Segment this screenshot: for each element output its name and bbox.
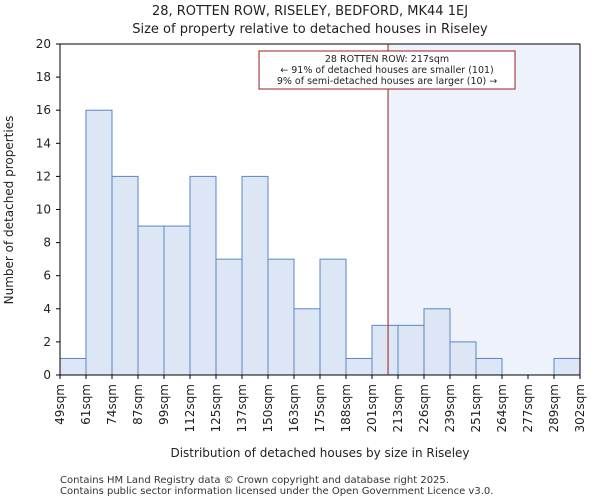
footer-line-2: Contains public sector information licen… bbox=[60, 486, 493, 497]
x-tick-label-302sqm: 302sqm bbox=[573, 384, 587, 432]
y-tick-label-4: 4 bbox=[43, 302, 51, 316]
bar-163sqm bbox=[293, 308, 321, 376]
x-tick-label-201sqm: 201sqm bbox=[365, 384, 379, 432]
bar-239sqm bbox=[449, 341, 477, 376]
bar-289sqm bbox=[553, 357, 581, 376]
bar-99sqm bbox=[163, 225, 191, 376]
larger-region-highlight bbox=[388, 44, 580, 375]
bar-251sqm bbox=[475, 357, 503, 376]
x-tick-label-213sqm: 213sqm bbox=[391, 384, 405, 432]
x-tick-label-74sqm: 74sqm bbox=[105, 384, 119, 425]
x-tick-label-150sqm: 150sqm bbox=[261, 384, 275, 432]
bar-213sqm bbox=[397, 324, 425, 376]
plot-area: 0 2 4 6 8 10 12 14 16 18 20 49sqm 61sqm 74sqm 87sqm 99s… bbox=[36, 37, 587, 432]
y-tick-label-10: 10 bbox=[36, 203, 51, 217]
y-tick-label-18: 18 bbox=[36, 70, 51, 84]
bar-61sqm bbox=[85, 109, 113, 376]
y-tick-label-12: 12 bbox=[36, 169, 51, 183]
y-tick-label-20: 20 bbox=[36, 37, 51, 51]
annotation-box bbox=[258, 50, 516, 90]
x-tick-label-61sqm: 61sqm bbox=[79, 384, 93, 425]
y-tick-label-8: 8 bbox=[43, 236, 51, 250]
y-tick-label-2: 2 bbox=[43, 335, 51, 349]
x-tick-label-163sqm: 163sqm bbox=[287, 384, 301, 432]
bar-74sqm bbox=[111, 175, 139, 376]
y-tick-label-16: 16 bbox=[36, 103, 51, 117]
bar-87sqm bbox=[137, 225, 165, 376]
y-tick-label-14: 14 bbox=[36, 136, 51, 150]
bar-201sqm bbox=[371, 324, 399, 376]
bar-125sqm bbox=[215, 258, 243, 376]
annotation-line-2: ← 91% of detached houses are smaller (10… bbox=[280, 65, 493, 76]
x-tick-label-112sqm: 112sqm bbox=[183, 384, 197, 432]
x-tick-label-239sqm: 239sqm bbox=[443, 384, 457, 432]
x-tick-label-49sqm: 49sqm bbox=[53, 384, 67, 425]
x-tick-label-251sqm: 251sqm bbox=[469, 384, 483, 432]
y-tick-label-6: 6 bbox=[43, 269, 51, 283]
bar-112sqm bbox=[189, 175, 217, 376]
footer-line-1: Contains HM Land Registry data © Crown c… bbox=[60, 475, 449, 486]
x-axis-label: Distribution of detached houses by size … bbox=[170, 446, 469, 460]
bar-137sqm bbox=[241, 175, 269, 376]
x-tick-label-87sqm: 87sqm bbox=[131, 384, 145, 425]
x-tick-label-188sqm: 188sqm bbox=[339, 384, 353, 432]
x-tick-label-99sqm: 99sqm bbox=[157, 384, 171, 425]
x-tick-label-175sqm: 175sqm bbox=[313, 384, 327, 432]
bar-150sqm bbox=[267, 258, 295, 376]
x-tick-label-137sqm: 137sqm bbox=[235, 384, 249, 432]
y-tick-label-0: 0 bbox=[43, 368, 51, 382]
chart-title: 28, ROTTEN ROW, RISELEY, BEDFORD, MK44 1… bbox=[152, 4, 468, 19]
x-tick-label-277sqm: 277sqm bbox=[521, 384, 535, 432]
bar-175sqm bbox=[319, 258, 347, 376]
x-tick-label-125sqm: 125sqm bbox=[209, 384, 223, 432]
bar-49sqm bbox=[59, 357, 87, 376]
y-axis-label: Number of detached properties bbox=[2, 116, 16, 305]
chart-subtitle: Size of property relative to detached ho… bbox=[132, 22, 488, 37]
annotation-line-3: 9% of semi-detached houses are larger (1… bbox=[277, 76, 497, 87]
bar-188sqm bbox=[345, 357, 373, 376]
bar-226sqm bbox=[423, 308, 451, 376]
x-tick-label-264sqm: 264sqm bbox=[495, 384, 509, 432]
x-tick-label-289sqm: 289sqm bbox=[547, 384, 561, 432]
x-tick-label-226sqm: 226sqm bbox=[417, 384, 431, 432]
annotation-line-1: 28 ROTTEN ROW: 217sqm bbox=[325, 54, 449, 65]
